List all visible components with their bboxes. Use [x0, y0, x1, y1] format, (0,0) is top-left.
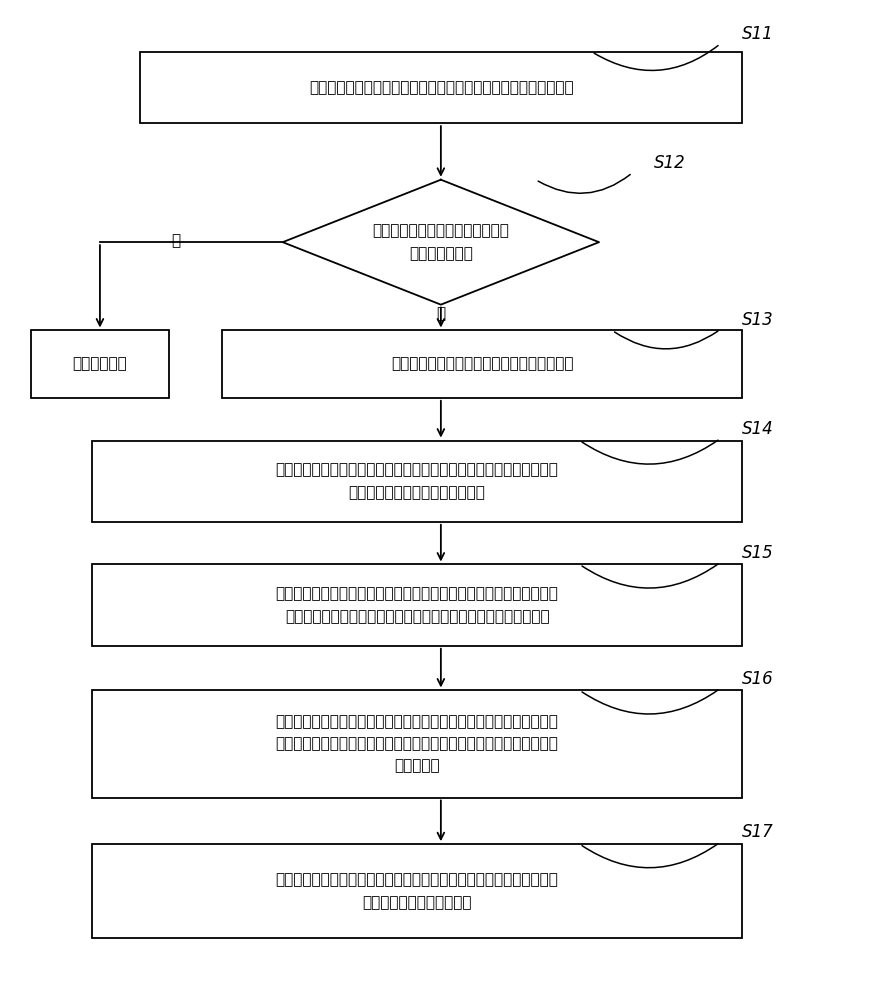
Text: 否: 否	[171, 233, 180, 248]
Text: S12: S12	[654, 154, 686, 172]
Text: S13: S13	[742, 311, 773, 329]
Text: 根据所述故障分布信息确定所述多钳盘式电梯制动器的实际制动力分布
信息和每个制动钳的实际制动力矩: 根据所述故障分布信息确定所述多钳盘式电梯制动器的实际制动力分布 信息和每个制动钳…	[276, 463, 558, 500]
FancyBboxPatch shape	[92, 690, 742, 798]
FancyBboxPatch shape	[92, 844, 742, 938]
Text: 获取所述多钳盘式电梯制动器的故障分布信息: 获取所述多钳盘式电梯制动器的故障分布信息	[391, 357, 572, 372]
FancyBboxPatch shape	[92, 564, 742, 646]
Text: 是: 是	[436, 306, 445, 321]
Text: S11: S11	[742, 25, 773, 43]
Text: 协同容错控制器根据所述实际制动力分布信息、每个制动钳的实际制动
力矩和预设总制动力矩确定针对所述多钳盘式电梯制动器的控制律: 协同容错控制器根据所述实际制动力分布信息、每个制动钳的实际制动 力矩和预设总制动…	[276, 587, 558, 624]
FancyBboxPatch shape	[30, 330, 169, 398]
FancyBboxPatch shape	[222, 330, 742, 398]
Text: 电梯正常制动: 电梯正常制动	[73, 357, 128, 372]
Text: 根据所述控制律控制多钳盘式电梯制动器的执行器改变所述多钳盘式电
梯制动器中至少一个制动钳的制动力矩，得到更新后的每个制动钳的实
际制动力矩: 根据所述控制律控制多钳盘式电梯制动器的执行器改变所述多钳盘式电 梯制动器中至少一…	[276, 714, 558, 774]
Text: S16: S16	[742, 670, 773, 688]
Text: S17: S17	[742, 823, 773, 841]
Text: 根据所述更新后的每个制动钳的实际制动力矩和实际制动力分布信息确
定更新后的实际总制动力矩: 根据所述更新后的每个制动钳的实际制动力矩和实际制动力分布信息确 定更新后的实际总…	[276, 873, 558, 910]
Text: 判断所述实际总制动力矩是否小于
预设总制动力矩: 判断所述实际总制动力矩是否小于 预设总制动力矩	[372, 224, 509, 261]
Text: S15: S15	[742, 544, 773, 562]
FancyBboxPatch shape	[140, 52, 742, 123]
Text: 获取所述多钳盘式电梯制动器的预设总制动力矩和实际总制动力矩: 获取所述多钳盘式电梯制动器的预设总制动力矩和实际总制动力矩	[308, 80, 573, 95]
Text: S14: S14	[742, 420, 773, 438]
Polygon shape	[283, 180, 598, 305]
FancyBboxPatch shape	[92, 440, 742, 522]
